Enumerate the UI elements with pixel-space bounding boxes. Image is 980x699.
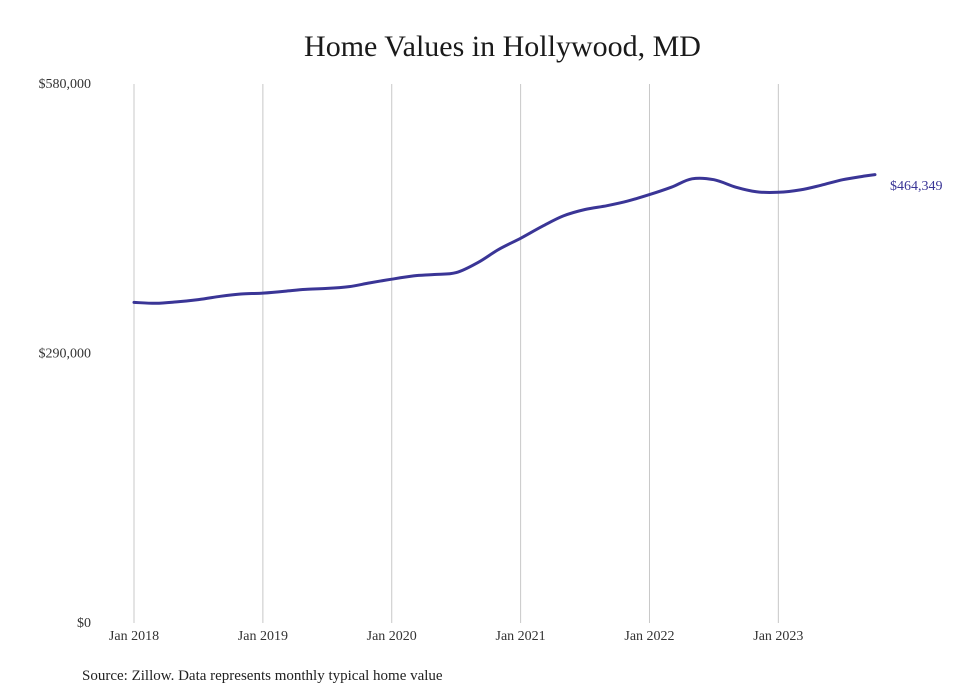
data-point-14 [433,273,436,276]
data-point-10 [348,285,351,288]
x-tick-label-3: Jan 2021 [496,629,546,644]
series-line-0 [132,173,877,305]
data-point-21 [584,208,587,211]
data-point-5 [239,293,242,296]
x-tick-label-5: Jan 2023 [753,629,803,644]
y-tick-label-2: $580,000 [39,77,92,92]
y-tick-label-0: $0 [77,616,91,631]
data-point-29 [755,190,758,193]
data-point-6 [261,292,264,295]
data-point-1 [154,302,157,305]
series-layer [132,173,877,305]
y-tick-label-1: $290,000 [39,347,92,362]
x-tick-label-1: Jan 2019 [238,629,288,644]
data-point-18 [519,237,522,240]
data-point-28 [734,186,737,189]
chart-title: Home Values in Hollywood, MD [304,30,701,63]
data-point-25 [670,186,673,189]
x-tick-label-0: Jan 2018 [109,629,159,644]
data-point-24 [648,193,651,196]
x-axis-ticks: Jan 2018 Jan 2019 Jan 2020 Jan 2021 Jan 2022… [109,629,804,644]
data-point-34 [863,175,866,178]
data-point-16 [477,261,480,264]
data-point-7 [283,290,286,293]
data-point-30 [777,191,780,194]
data-point-27 [712,178,715,181]
data-point-35 [874,173,877,176]
data-point-23 [626,200,629,203]
y-axis-ticks: $0 $290,000 $580,000 [39,77,92,631]
data-point-20 [562,214,565,217]
data-point-9 [326,287,329,290]
end-value-label: $464,349 [890,179,943,194]
data-point-0 [133,301,136,304]
data-point-32 [819,184,822,187]
data-point-4 [219,295,222,298]
data-point-8 [304,288,307,291]
data-point-11 [368,281,371,284]
data-point-19 [541,225,544,228]
x-tick-label-4: Jan 2022 [624,629,674,644]
data-point-2 [175,300,178,303]
data-point-3 [197,298,200,301]
data-point-33 [841,178,844,181]
source-note: Source: Zillow. Data represents monthly … [82,668,443,684]
data-point-22 [605,204,608,207]
data-point-26 [691,177,694,180]
x-tick-label-2: Jan 2020 [367,629,417,644]
data-point-17 [497,248,500,251]
grid-lines [133,84,779,623]
data-point-13 [412,274,415,277]
data-point-12 [390,278,393,281]
data-point-31 [799,188,802,191]
data-point-15 [455,271,458,274]
